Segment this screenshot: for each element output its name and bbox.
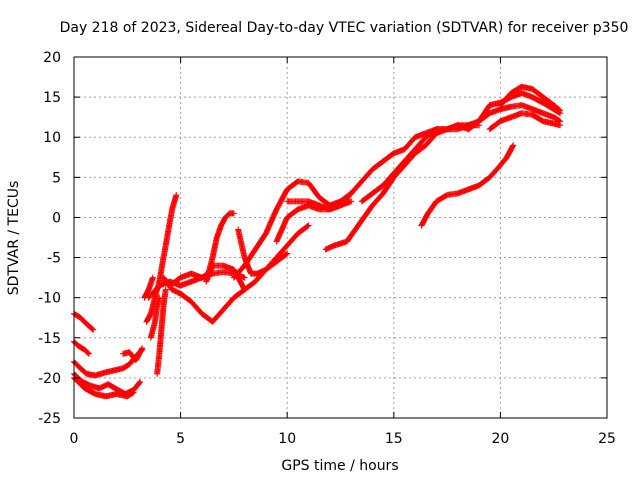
series-track-7	[143, 192, 180, 325]
x-tick-label: 20	[491, 431, 509, 447]
series-track-10	[154, 286, 169, 377]
series-track-15	[235, 222, 312, 277]
series-track-16	[230, 178, 355, 281]
y-tick-label: -20	[38, 371, 61, 387]
data-marks	[154, 286, 169, 377]
data-marks	[235, 222, 312, 277]
series-track-6	[120, 345, 146, 364]
data-marks	[147, 294, 163, 341]
y-tick-label: 15	[43, 90, 61, 106]
series-track-21	[497, 83, 564, 114]
x-axis-title: GPS time / hours	[281, 458, 398, 474]
data-marks	[418, 142, 517, 229]
x-tick-label: 5	[176, 431, 185, 447]
data-layer	[71, 83, 564, 400]
y-tick-label: 20	[43, 50, 61, 66]
x-tick-label: 15	[385, 431, 403, 447]
data-marks	[143, 192, 180, 325]
plot-border	[73, 56, 608, 419]
series-track-23	[418, 142, 517, 229]
x-tick-label: 25	[598, 431, 616, 447]
data-marks	[230, 178, 355, 281]
y-tick-label: 10	[43, 130, 61, 146]
data-marks	[497, 83, 564, 114]
grid-layer	[74, 57, 607, 418]
y-tick-label: 5	[52, 170, 61, 186]
series-track-20	[358, 90, 564, 205]
y-tick-label: -5	[47, 251, 61, 267]
x-tick-label: 0	[70, 431, 79, 447]
chart-title: Day 218 of 2023, Sidereal Day-to-day VTE…	[60, 20, 629, 36]
tick-layer: 0 5 10 15 20 25 -25 -20 -15 -10 -5 0 5 10 15 20	[38, 50, 616, 447]
y-tick-label: 0	[52, 210, 61, 226]
data-marks	[358, 90, 564, 205]
data-marks	[120, 345, 146, 364]
x-tick-label: 10	[278, 431, 296, 447]
series-track-8	[141, 274, 156, 301]
y-tick-label: -25	[38, 411, 61, 427]
data-marks	[141, 274, 156, 301]
data-marks	[486, 110, 564, 133]
y-tick-label: -15	[38, 331, 61, 347]
series-track-22	[486, 110, 564, 133]
y-tick-label: -10	[38, 291, 61, 307]
y-axis-title: SDTVAR / TECUs	[6, 181, 22, 296]
series-track-9	[147, 294, 163, 341]
